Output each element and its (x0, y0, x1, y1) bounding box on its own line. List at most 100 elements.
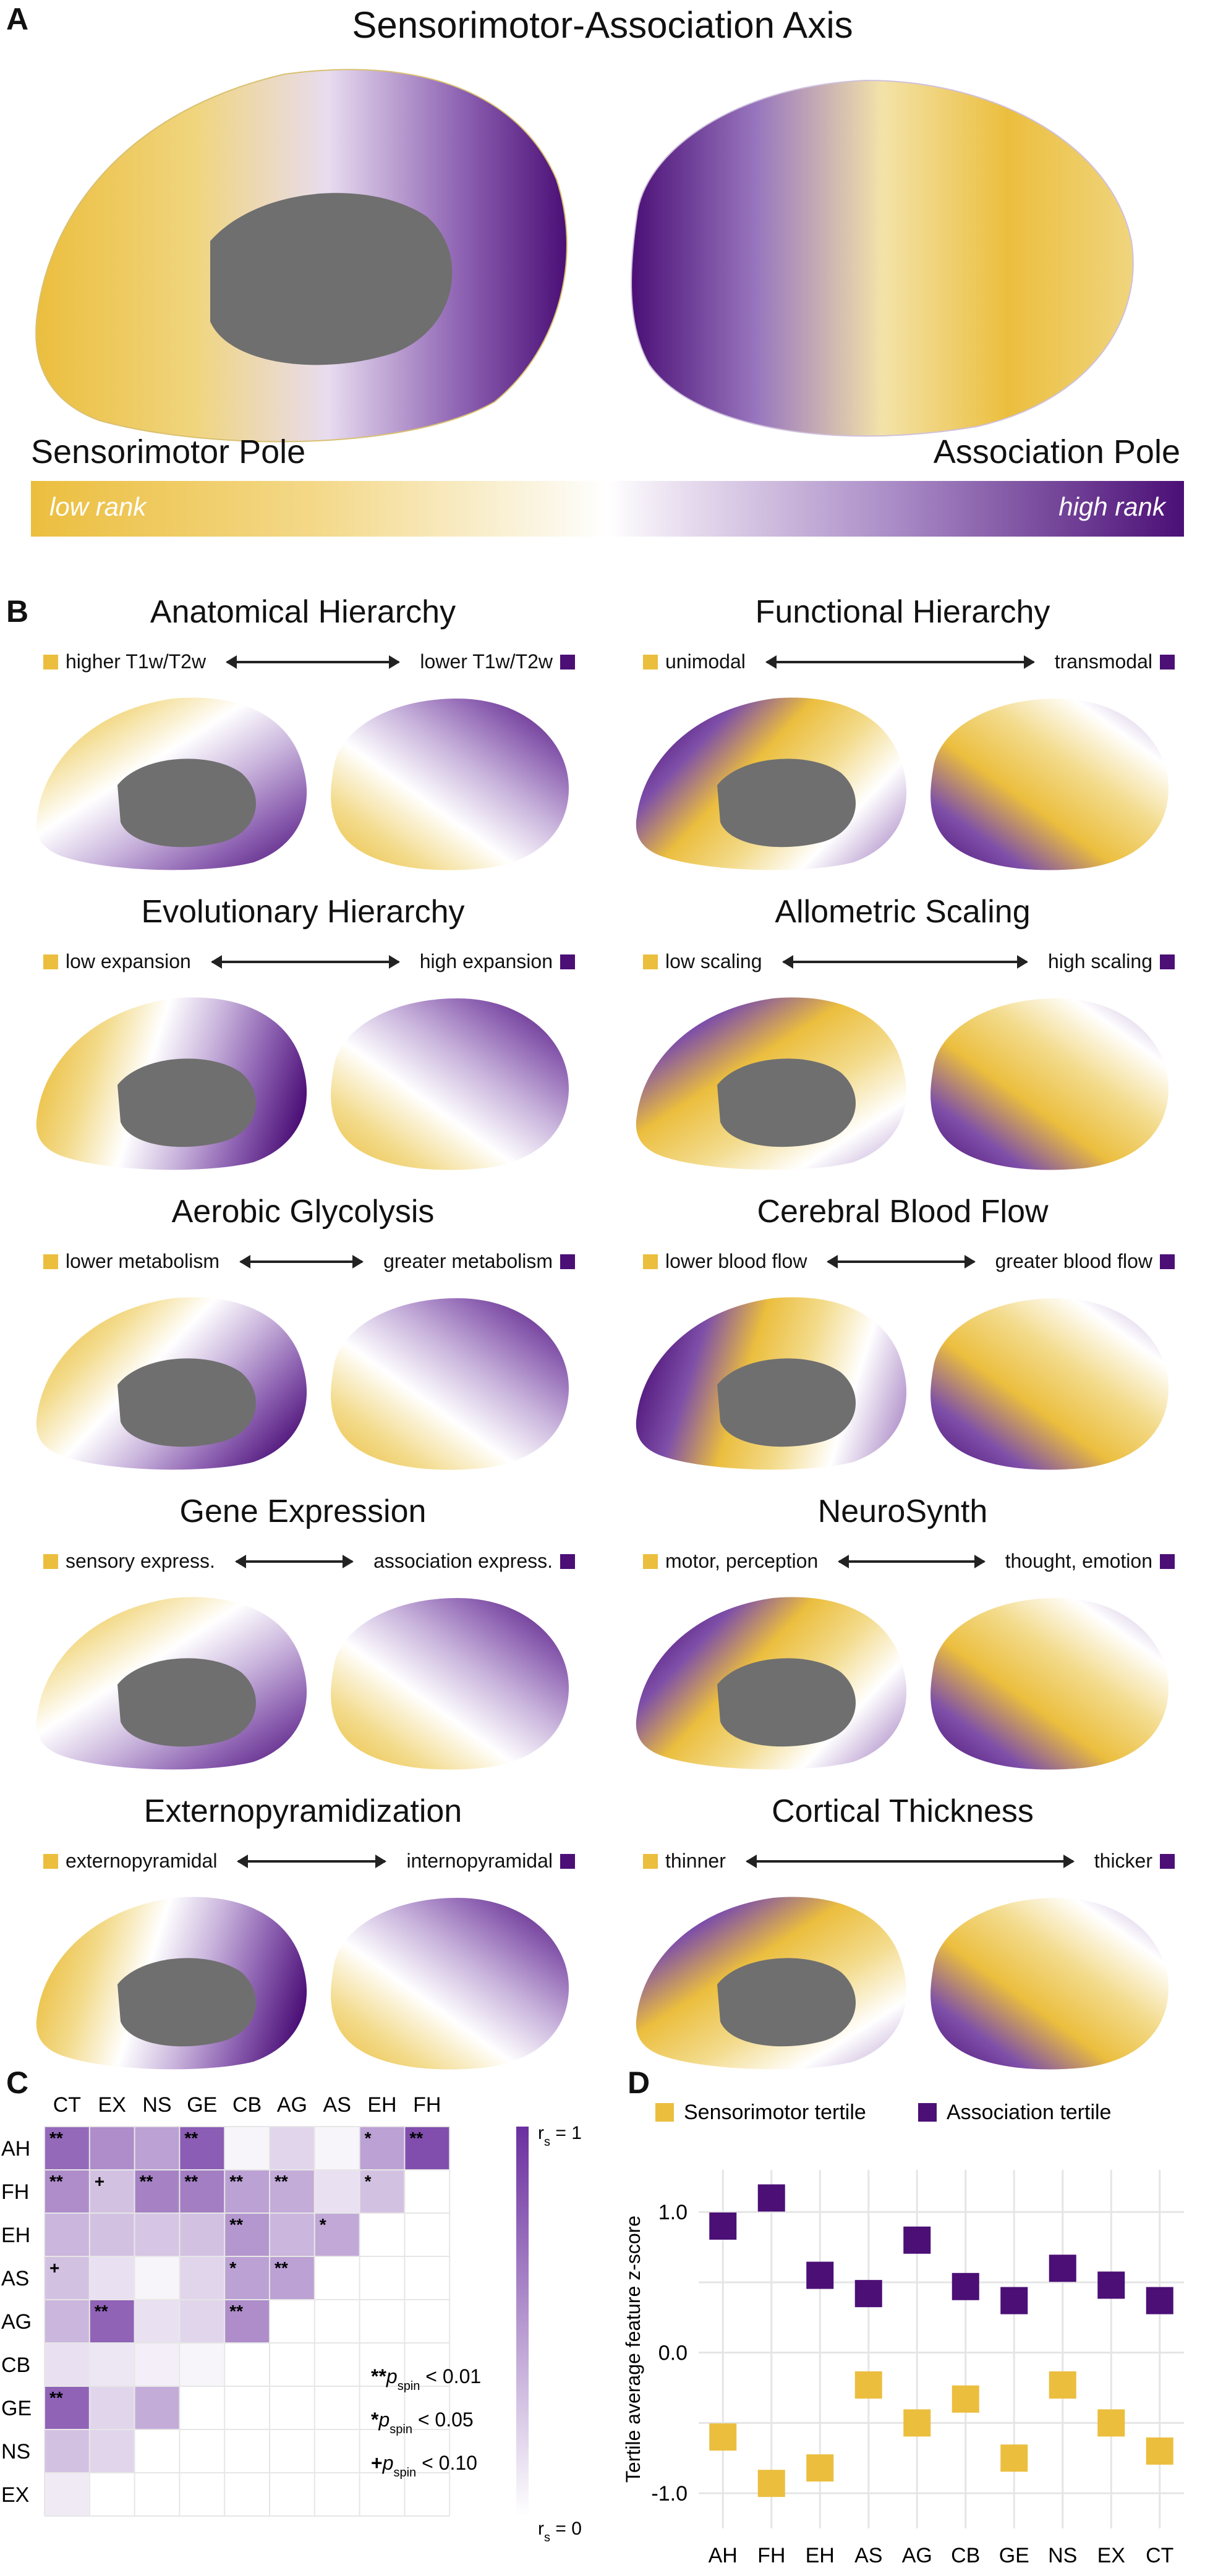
panel-b-letter: B (6, 594, 29, 629)
heatmap-cell (180, 2300, 224, 2342)
low-label: lower blood flow (665, 1250, 807, 1272)
high-label: transmodal (1054, 650, 1152, 673)
map-brain-surfaces (36, 1297, 569, 1470)
heatmap-cell (270, 2214, 314, 2256)
map-legend: low expansion high expansion (43, 950, 575, 973)
high-label: lower T1w/T2w (420, 650, 553, 673)
heatmap-cell (270, 2257, 314, 2299)
panel-c-letter: C (6, 2065, 29, 2100)
double-arrow-icon (237, 1854, 387, 1868)
y-tick-label: -1.0 (651, 2482, 688, 2506)
low-swatch (43, 1254, 58, 1269)
high-label: internopyramidal (406, 1850, 553, 1872)
heatmap-row-label: GE (1, 2397, 32, 2420)
heatmap-cell (180, 2257, 224, 2299)
high-swatch (560, 1853, 575, 1869)
heatmap-col-label: AG (277, 2093, 307, 2117)
significance-mark: ** (49, 2128, 63, 2148)
x-tick-label: EH (806, 2544, 835, 2567)
map-title: Evolutionary Hierarchy (141, 894, 465, 930)
low-rank-label: low rank (49, 492, 147, 521)
double-arrow-icon (210, 954, 400, 969)
map-brain-surfaces (36, 997, 569, 1170)
map-legend: sensory express. association express. (43, 1550, 575, 1573)
low-label: thinner (665, 1850, 726, 1872)
data-point (952, 2385, 979, 2413)
data-point (903, 2409, 931, 2437)
data-point (709, 2212, 737, 2240)
low-swatch (643, 1554, 658, 1569)
map-brain-surfaces (636, 1297, 1169, 1470)
heatmap-cell (135, 2127, 179, 2169)
double-arrow-icon (745, 1854, 1075, 1868)
heatmap-cell (180, 2344, 224, 2386)
heatmap-col-label: NS (142, 2093, 171, 2117)
heatmap-cell (315, 2214, 359, 2256)
y-tick-label: 1.0 (658, 2201, 688, 2224)
data-point (806, 2261, 834, 2289)
map-title: Cerebral Blood Flow (757, 1194, 1049, 1230)
heatmap-cell (90, 2257, 134, 2299)
map-title: Gene Expression (179, 1494, 427, 1529)
significance-mark: ** (184, 2172, 198, 2191)
low-label: higher T1w/T2w (66, 650, 207, 673)
low-label: lower metabolism (66, 1250, 219, 1272)
x-tick-label: AG (902, 2544, 932, 2567)
high-rank-label: high rank (1058, 492, 1165, 521)
heatmap-row-label: AH (1, 2137, 30, 2161)
map-legend: higher T1w/T2w lower T1w/T2w (43, 650, 575, 673)
significance-mark: * (365, 2172, 372, 2191)
heatmap-cell (45, 2170, 89, 2213)
legend-label: Association tertile (947, 2101, 1111, 2124)
data-point (1049, 2255, 1076, 2282)
heatmap-col-label: GE (187, 2093, 217, 2117)
data-point (854, 2371, 882, 2399)
high-label: high expansion (419, 950, 553, 972)
high-label: association express. (373, 1550, 553, 1572)
low-label: sensory express. (66, 1550, 215, 1572)
significance-mark: ** (229, 2302, 243, 2321)
map-legend: low scaling high scaling (643, 950, 1175, 973)
high-swatch (1160, 654, 1175, 670)
heatmap-cell (225, 2300, 269, 2342)
heatmap-cell (135, 2387, 179, 2429)
rank-colorbar: low rank high rank (31, 481, 1184, 537)
heatmap-cell (360, 2127, 404, 2169)
low-swatch (43, 1853, 58, 1869)
low-swatch (43, 954, 58, 969)
heatmap-row-label: CB (1, 2353, 30, 2377)
significance-mark: ** (49, 2172, 63, 2191)
panel-a-letter: A (6, 2, 29, 36)
map-legend: motor, perception thought, emotion (643, 1550, 1175, 1573)
map-title: Aerobic Glycolysis (171, 1194, 435, 1230)
low-swatch (643, 1254, 658, 1269)
x-tick-label: CB (951, 2544, 980, 2567)
heatmap-cell (315, 2127, 359, 2169)
x-tick-label: GE (999, 2544, 1029, 2567)
significance-legend-item: *pspin < 0.05 (371, 2408, 474, 2436)
high-swatch (560, 654, 575, 670)
x-tick-label: EX (1097, 2544, 1125, 2567)
low-swatch (643, 954, 658, 969)
heatmap-col-label: CB (232, 2093, 262, 2117)
map-brain-surfaces (636, 1597, 1169, 1770)
heatmap-cell (180, 2170, 224, 2213)
heatmap-row-label: EX (1, 2483, 29, 2507)
heatmap-row-label: FH (1, 2180, 29, 2204)
x-tick-label: NS (1048, 2544, 1077, 2567)
heatmap-cell (225, 2214, 269, 2256)
heatmap-cell (135, 2214, 179, 2256)
map-legend: externopyramidal internopyramidal (43, 1850, 575, 1872)
heatmap-cell (315, 2170, 359, 2213)
heatmap-col-label: FH (413, 2093, 441, 2117)
high-label: thicker (1094, 1850, 1152, 1872)
significance-legend-item: **pspin < 0.01 (371, 2365, 481, 2393)
heatmap-row-label: AS (1, 2267, 29, 2290)
colorbar-min-label: rs = 0 (538, 2519, 582, 2544)
sensorimotor-pole-label: Sensorimotor Pole (31, 433, 306, 470)
double-arrow-icon (827, 1254, 976, 1269)
map-brain-surfaces (636, 1897, 1169, 2070)
map-legend: unimodal transmodal (643, 650, 1175, 673)
significance-mark: * (365, 2128, 372, 2148)
